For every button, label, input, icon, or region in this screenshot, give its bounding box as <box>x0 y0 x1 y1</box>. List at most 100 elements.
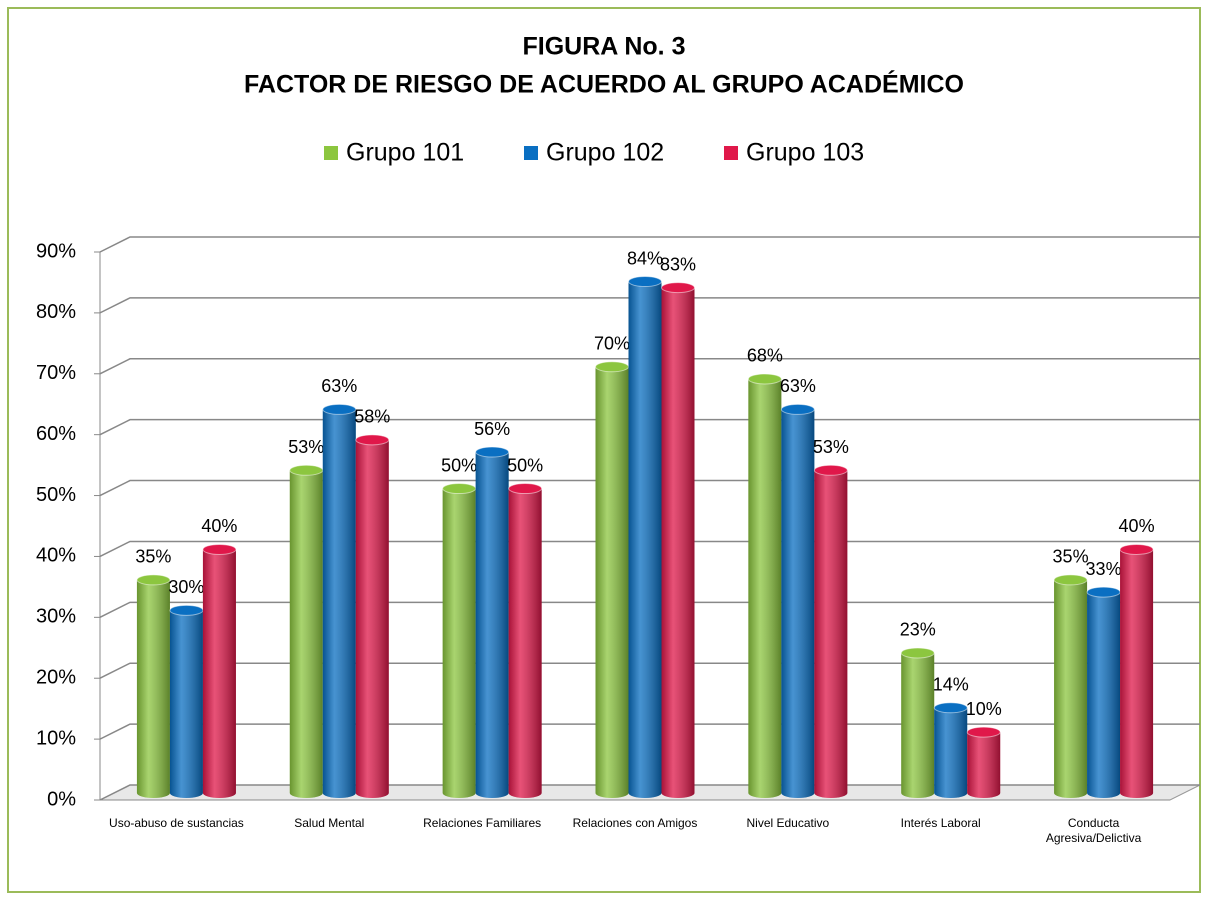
x-tick-label: Uso-abuso de sustancias <box>109 816 244 830</box>
bar-part <box>442 483 477 495</box>
y-tick-label: 0% <box>47 788 76 810</box>
bar-part <box>934 707 968 798</box>
bar-part <box>780 403 815 415</box>
bar-part <box>1086 586 1121 598</box>
data-label: 63% <box>321 376 357 396</box>
x-tick-label: Nivel Educativo <box>746 816 830 830</box>
data-label: 50% <box>507 455 543 475</box>
bar <box>1086 586 1121 798</box>
bar <box>442 483 477 798</box>
bar-part <box>967 732 1001 798</box>
data-label: 84% <box>627 248 663 268</box>
bar-part <box>289 464 324 476</box>
bar-part <box>628 281 662 798</box>
y-tick-label: 50% <box>36 484 76 506</box>
chart-subtitle: FACTOR DE RIESGO DE ACUERDO AL GRUPO ACA… <box>244 70 964 99</box>
data-label: 70% <box>594 334 630 354</box>
bar <box>508 483 543 798</box>
data-label: 58% <box>354 407 390 427</box>
bar-part <box>661 282 695 294</box>
bar <box>136 574 171 798</box>
data-label: 33% <box>1086 559 1122 579</box>
bar-part <box>1119 543 1154 555</box>
x-tick-label: Relaciones con Amigos <box>572 816 698 830</box>
bar-part <box>1087 592 1121 798</box>
bar-part <box>966 726 1001 738</box>
bar <box>289 464 324 798</box>
x-tick-label: Relaciones Familiares <box>423 816 542 830</box>
data-label: 40% <box>1119 516 1155 536</box>
bar-part <box>628 276 662 288</box>
bar-part <box>813 464 848 476</box>
legend-label: Grupo 103 <box>746 139 864 167</box>
bar-part <box>595 366 629 798</box>
bar-part <box>508 483 543 495</box>
legend-label: Grupo 101 <box>346 139 464 167</box>
bar-part <box>748 378 782 798</box>
y-tick-label: 20% <box>36 667 76 689</box>
bar <box>322 403 357 798</box>
data-label: 56% <box>474 419 510 439</box>
bar-part <box>1053 574 1088 586</box>
x-tick-label: Interés Laboral <box>900 816 981 830</box>
bar-part <box>661 287 695 798</box>
data-label: 40% <box>201 516 237 536</box>
bar-part <box>136 574 171 586</box>
bar-part <box>901 652 935 798</box>
y-tick-label: 30% <box>36 606 76 628</box>
y-tick-label: 40% <box>36 545 76 567</box>
x-tick-label: Conducta Agresiva/Delictiva <box>1045 816 1142 845</box>
bar-part <box>475 452 509 798</box>
bar-part <box>933 702 968 714</box>
legend-swatch <box>324 146 338 160</box>
bar <box>747 373 782 798</box>
bar <box>933 702 968 798</box>
legend-swatch <box>724 146 738 160</box>
data-label: 50% <box>441 455 477 475</box>
y-tick-label: 70% <box>36 362 76 384</box>
grid-line <box>99 358 1200 375</box>
y-tick-label: 80% <box>36 301 76 323</box>
data-label: 35% <box>135 547 171 567</box>
bar-part <box>1054 579 1088 798</box>
bar-part <box>814 470 848 798</box>
bar-part <box>322 403 357 415</box>
bar <box>966 726 1001 798</box>
bar <box>355 434 390 798</box>
data-label: 14% <box>933 675 969 695</box>
bar-part <box>202 543 237 555</box>
bar-part <box>595 361 629 373</box>
bar <box>169 604 204 798</box>
bar-part <box>508 488 542 798</box>
chart-title: FIGURA No. 3 <box>523 33 686 61</box>
bar-part <box>169 610 203 798</box>
bar <box>1053 574 1088 798</box>
grid-line <box>99 297 1200 314</box>
bar <box>628 276 662 798</box>
data-label: 63% <box>780 376 816 396</box>
data-label: 53% <box>813 437 849 457</box>
bar <box>900 647 935 798</box>
data-label: 83% <box>660 254 696 274</box>
data-label: 10% <box>966 699 1002 719</box>
bar <box>661 282 695 798</box>
y-tick-label: 90% <box>36 240 76 262</box>
bar <box>475 446 510 798</box>
grid-line <box>99 418 1200 436</box>
data-label: 30% <box>168 577 204 597</box>
legend-label: Grupo 102 <box>546 139 664 167</box>
bar-part <box>442 488 476 798</box>
bar-part <box>355 434 390 446</box>
bar <box>780 403 815 798</box>
bar-part <box>136 579 170 798</box>
bar-part <box>202 549 236 798</box>
x-tick-label: Salud Mental <box>294 816 365 830</box>
data-label: 23% <box>900 620 936 640</box>
legend-swatch <box>524 146 538 160</box>
data-label: 53% <box>288 437 324 457</box>
bar <box>813 464 848 798</box>
bar-part <box>900 647 935 659</box>
bar-part <box>475 446 510 458</box>
bar-part <box>322 409 356 798</box>
